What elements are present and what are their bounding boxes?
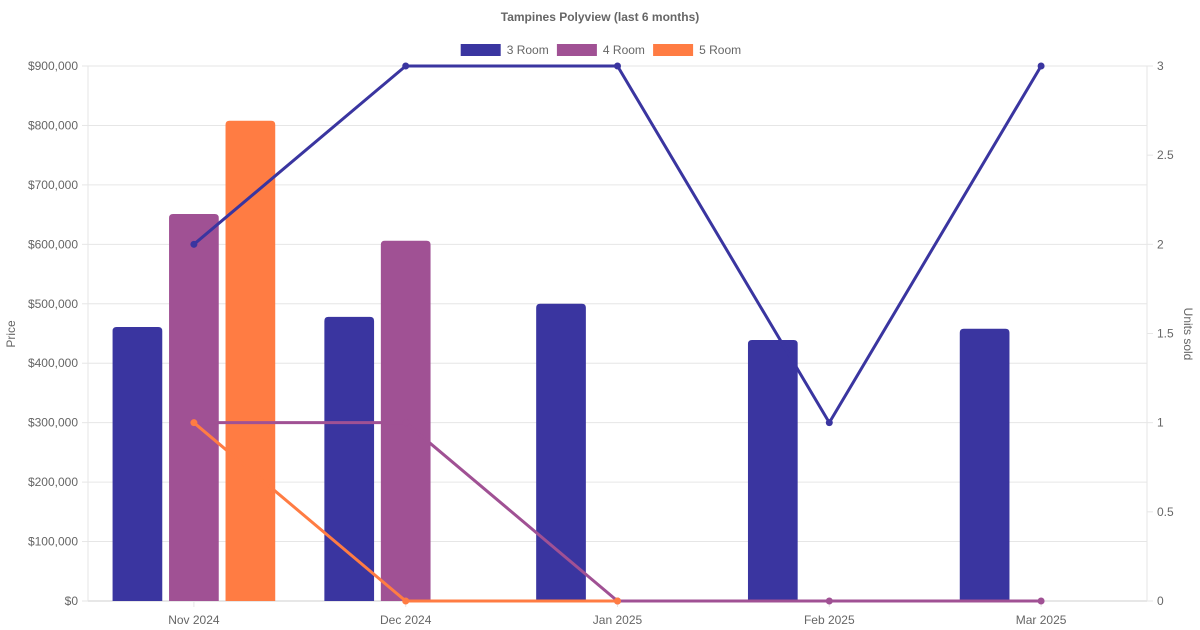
y-left-tick-label: $800,000 [28,118,78,132]
x-tick-label: Nov 2024 [168,613,220,627]
bar-3-room [112,326,163,601]
y-left-tick-label: $200,000 [28,475,78,489]
x-tick-label: Jan 2025 [593,613,643,627]
chart-title: Tampines Polyview (last 6 months) [501,10,700,24]
y-right-tick-label: 3 [1157,59,1164,73]
bar-4-room [169,214,219,601]
point-4-room [825,597,833,605]
line-4-room [193,421,1042,603]
point-4-room [1037,597,1045,605]
y-left-tick-label: $0 [65,594,79,608]
x-tick-label: Dec 2024 [380,613,432,627]
legend-swatch-5-room [653,44,694,56]
y-left-tick-label: $300,000 [28,416,78,430]
point-3-room [1037,62,1045,70]
point-5-room [402,597,410,605]
y-axis-right-title: Units sold [1181,308,1195,361]
point-3-room [825,419,833,427]
y-right-tick-label: 1 [1157,416,1164,430]
axes: $0 $100,000 $200,000 $300,000 $400,000 $500,0… [28,59,1174,627]
point-3-room [614,62,621,70]
point-3-room [190,240,198,248]
bar-3-room [959,328,1010,601]
bar-3-room [536,303,586,601]
y-left-tick-label: $500,000 [28,297,78,311]
line-layer [190,62,1045,605]
x-tick-label: Mar 2025 [1016,613,1067,627]
bar-5-room [225,120,276,601]
legend-label-4-room: 4 Room [603,43,645,57]
y-left-tick-label: $600,000 [28,237,78,251]
y-right-tick-label: 1.5 [1157,327,1174,341]
bar-layer [112,120,1010,601]
y-right-tick-label: 0.5 [1157,505,1174,519]
point-4-room [402,419,410,427]
legend: 3 Room 4 Room 5 Room [460,43,741,57]
y-left-tick-label: $900,000 [28,59,78,73]
legend-swatch-4-room [556,44,597,56]
legend-label-5-room: 5 Room [699,43,741,57]
y-left-tick-label: $400,000 [28,356,78,370]
legend-swatch-3-room [460,44,501,56]
y-left-tick-label: $700,000 [28,178,78,192]
y-right-tick-label: 2.5 [1157,148,1174,162]
legend-label-3-room: 3 Room [507,43,549,57]
point-5-room [190,419,198,427]
point-5-room [614,597,621,605]
y-axis-left-title: Price [4,320,18,348]
y-right-tick-label: 0 [1157,594,1164,608]
bar-3-room [747,340,798,601]
point-3-room [402,62,410,70]
x-tick-label: Feb 2025 [804,613,855,627]
y-right-tick-label: 2 [1157,237,1164,251]
y-left-tick-label: $100,000 [28,535,78,549]
bar-3-room [324,316,375,601]
